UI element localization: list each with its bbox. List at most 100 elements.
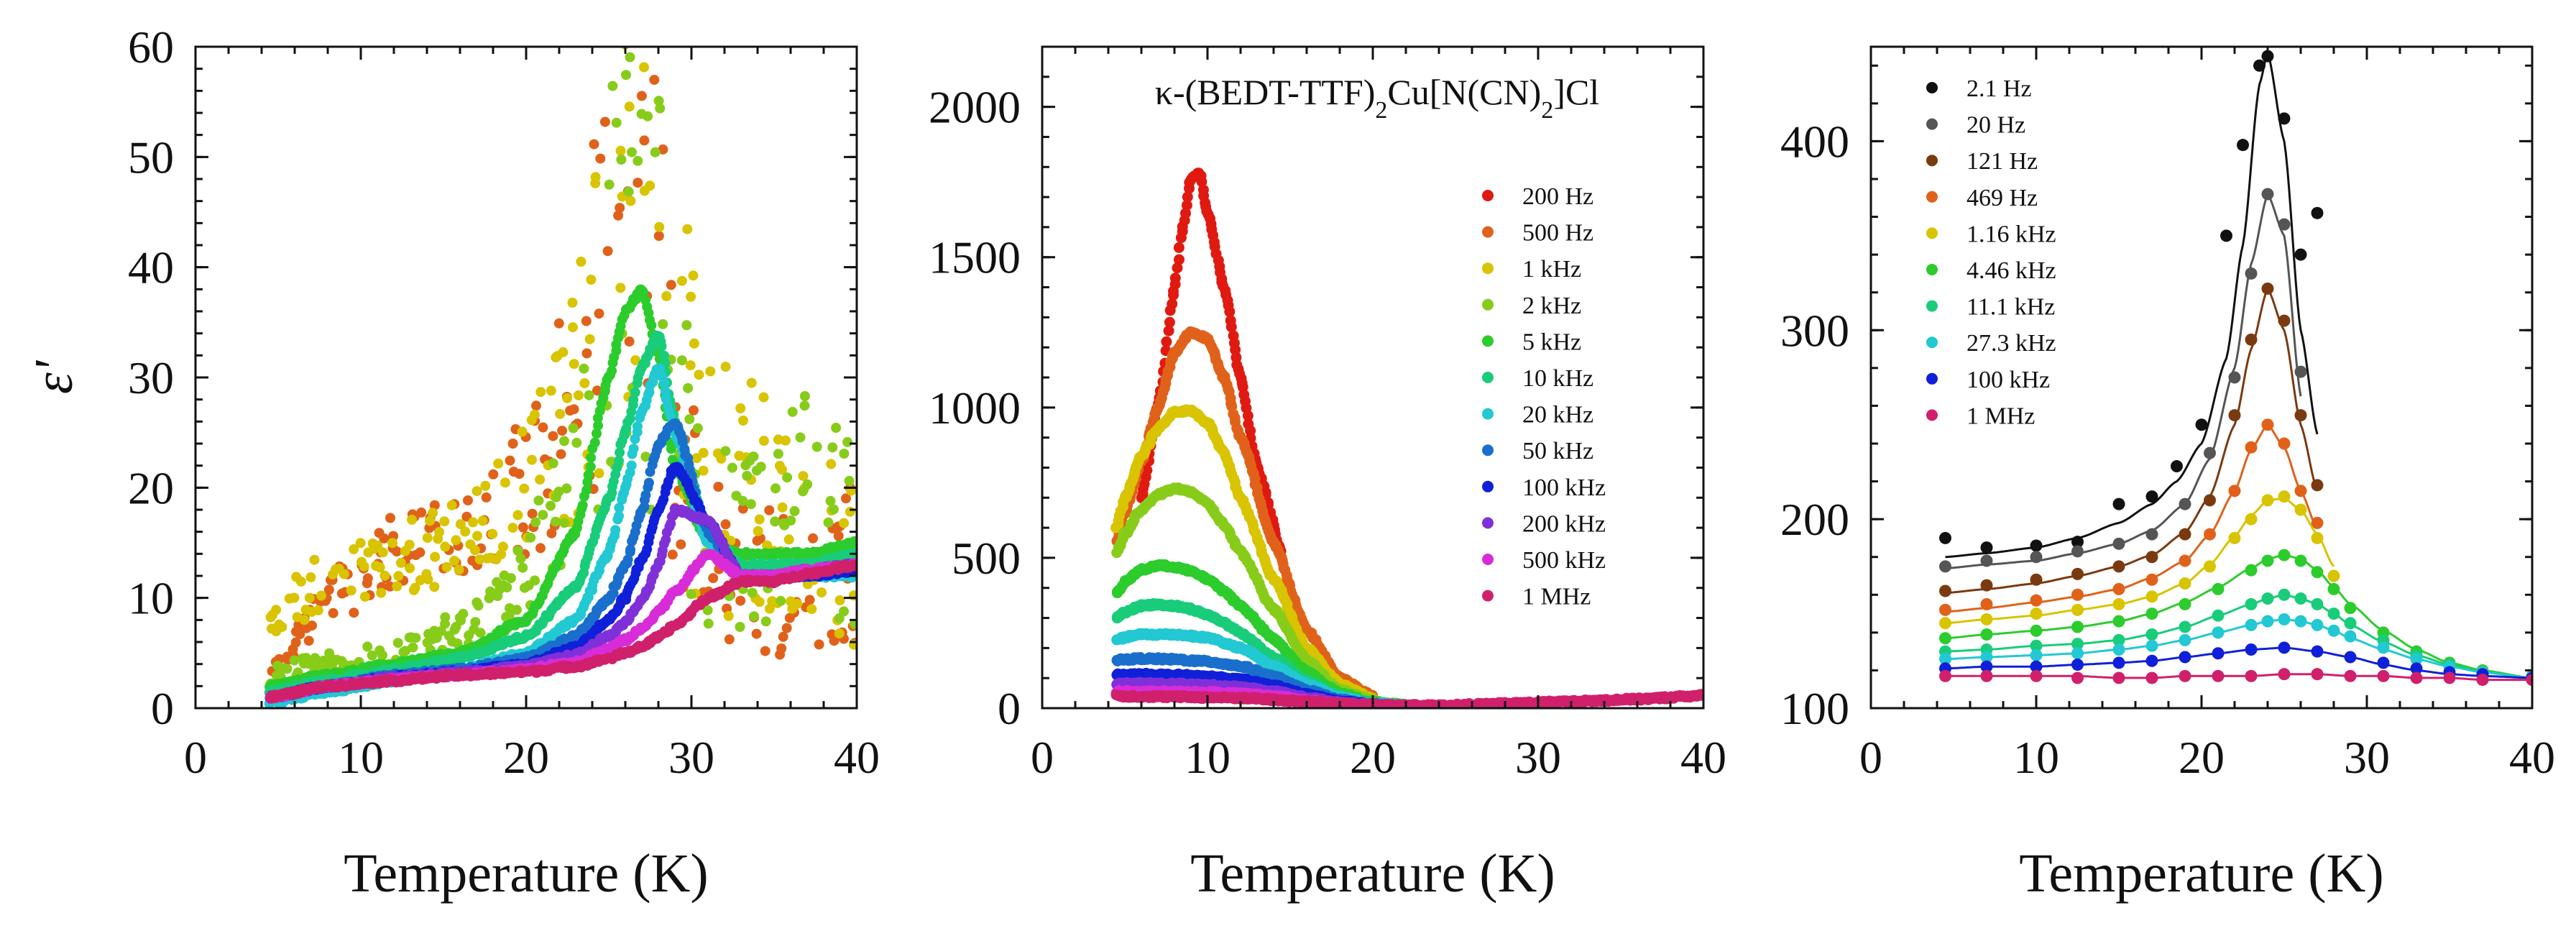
data-point	[440, 541, 451, 552]
data-point	[517, 426, 528, 437]
x-tick-label: 20	[503, 732, 549, 783]
data-point	[569, 359, 579, 370]
data-point	[374, 562, 385, 573]
data-point	[568, 322, 578, 333]
data-point	[475, 628, 486, 638]
data-point	[1167, 298, 1178, 310]
data-point	[630, 387, 640, 398]
data-point	[786, 515, 796, 526]
data-point	[851, 536, 857, 546]
data-point	[530, 575, 540, 586]
data-point	[410, 582, 420, 593]
data-point	[546, 385, 556, 396]
data-point	[474, 554, 485, 565]
y-tick-label: 0	[151, 683, 174, 734]
data-point	[584, 334, 595, 344]
data-point	[686, 291, 696, 302]
data-point	[527, 454, 537, 465]
data-point	[745, 499, 756, 510]
data-point	[425, 515, 436, 526]
data-point	[632, 178, 643, 188]
data-point	[1164, 316, 1175, 328]
data-point	[604, 179, 615, 190]
data-point	[531, 400, 541, 411]
data-point	[505, 455, 515, 466]
data-point	[602, 246, 613, 257]
data-point	[632, 155, 643, 166]
data-point	[764, 505, 775, 515]
data-point	[842, 436, 853, 447]
data-point	[504, 610, 515, 621]
data-point	[806, 604, 817, 615]
data-point	[643, 477, 654, 488]
data-point	[460, 526, 471, 537]
data-point	[289, 592, 300, 603]
data-point	[594, 405, 605, 416]
data-point	[770, 483, 781, 494]
data-point	[323, 585, 334, 595]
data-point	[584, 390, 594, 400]
data-point	[550, 516, 561, 527]
series-5-khz	[264, 284, 857, 693]
data-point	[777, 502, 788, 513]
data-point	[1182, 191, 1193, 203]
data-point	[309, 554, 320, 565]
data-point	[833, 531, 844, 541]
data-point	[692, 423, 703, 434]
data-point	[507, 439, 518, 449]
data-point	[754, 597, 765, 608]
data-point	[689, 338, 699, 349]
data-point	[781, 623, 792, 633]
data-point	[691, 453, 702, 464]
data-point	[610, 525, 621, 536]
x-tick-label: 0	[184, 732, 207, 783]
data-point	[724, 634, 735, 645]
data-point	[590, 172, 601, 183]
data-point	[1169, 272, 1181, 284]
data-point	[660, 386, 671, 397]
data-point	[776, 595, 786, 606]
data-point	[359, 591, 370, 602]
data-point	[1163, 325, 1174, 336]
data-point	[615, 447, 625, 458]
data-point	[780, 435, 791, 446]
data-point	[653, 231, 664, 242]
data-point	[362, 641, 373, 652]
data-point	[452, 638, 463, 648]
data-point	[782, 472, 793, 483]
data-point	[839, 518, 850, 528]
data-point	[392, 638, 403, 648]
data-point	[773, 449, 783, 459]
data-point	[760, 646, 770, 656]
data-point	[795, 432, 806, 443]
data-point	[589, 139, 599, 150]
data-point	[485, 586, 496, 597]
data-point	[387, 538, 398, 549]
data-point	[615, 203, 625, 214]
data-point	[393, 571, 404, 582]
data-point	[349, 544, 359, 554]
data-point	[754, 514, 765, 525]
data-point	[661, 290, 672, 301]
data-point	[415, 575, 426, 585]
data-point	[776, 643, 787, 654]
data-point	[592, 385, 602, 396]
data-point	[586, 452, 597, 463]
data-point	[703, 618, 714, 629]
data-point	[385, 581, 395, 592]
data-point	[289, 655, 300, 666]
data-point	[653, 96, 664, 106]
y-tick-label: 30	[128, 352, 174, 403]
data-point	[519, 483, 530, 494]
data-point	[735, 403, 746, 413]
data-point	[850, 619, 857, 629]
data-point	[529, 409, 540, 420]
data-point	[851, 561, 857, 572]
data-point	[535, 475, 546, 485]
data-point	[1174, 254, 1184, 265]
data-point	[546, 528, 557, 538]
data-point	[1181, 200, 1192, 211]
data-point	[594, 308, 604, 319]
x-axis-title: Temperature (K)	[344, 843, 708, 904]
data-point	[515, 554, 526, 564]
